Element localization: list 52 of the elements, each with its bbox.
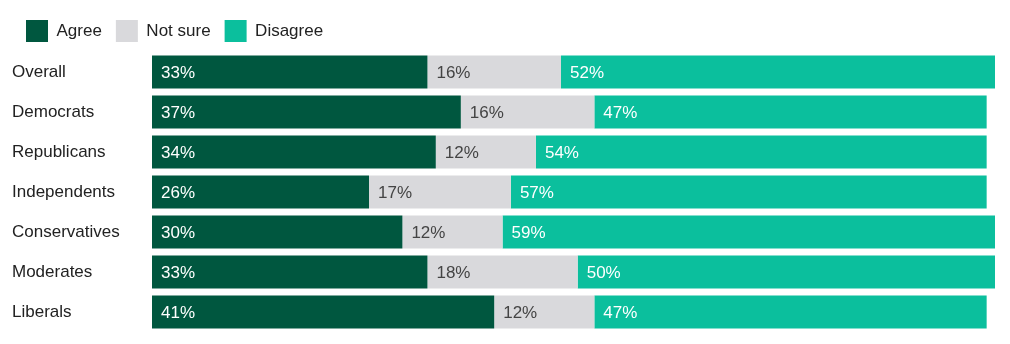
y-tick-label: Republicans bbox=[12, 141, 106, 161]
data-label: 34% bbox=[161, 142, 196, 162]
data-label: 12% bbox=[503, 302, 538, 322]
data-label: 57% bbox=[519, 182, 554, 202]
bar bbox=[427, 55, 561, 89]
bar bbox=[369, 175, 511, 209]
bar bbox=[152, 175, 370, 209]
legend-label: Agree bbox=[56, 20, 102, 40]
bar bbox=[594, 95, 987, 129]
bar bbox=[152, 215, 403, 249]
bar bbox=[494, 295, 595, 329]
data-label: 47% bbox=[603, 102, 638, 122]
bar bbox=[152, 255, 428, 289]
bar bbox=[435, 135, 536, 169]
bar bbox=[152, 95, 461, 129]
legend-label: Not sure bbox=[146, 20, 211, 40]
bar bbox=[560, 55, 995, 89]
bar bbox=[510, 175, 987, 209]
data-label: 59% bbox=[511, 222, 546, 242]
data-label: 41% bbox=[161, 302, 196, 322]
data-label: 12% bbox=[444, 142, 479, 162]
data-label: 50% bbox=[586, 262, 621, 282]
y-tick-label: Conservatives bbox=[12, 221, 120, 241]
y-tick-label: Overall bbox=[12, 61, 66, 81]
data-label: 17% bbox=[378, 182, 413, 202]
y-tick-label: Democrats bbox=[12, 101, 95, 121]
data-label: 33% bbox=[161, 262, 196, 282]
bar bbox=[460, 95, 595, 129]
bar bbox=[535, 135, 987, 169]
data-label: 16% bbox=[436, 62, 471, 82]
data-label: 30% bbox=[161, 222, 196, 242]
data-label: 52% bbox=[569, 62, 605, 82]
bar bbox=[152, 55, 428, 89]
bar bbox=[577, 255, 995, 289]
bar bbox=[427, 255, 578, 289]
bar bbox=[502, 215, 995, 249]
bar bbox=[594, 295, 987, 329]
bar bbox=[402, 215, 503, 249]
data-label: 18% bbox=[436, 262, 471, 282]
bar bbox=[152, 295, 495, 329]
data-label: 26% bbox=[161, 182, 196, 202]
y-tick-label: Moderates bbox=[12, 261, 93, 281]
bar bbox=[152, 135, 436, 169]
y-tick-label: Liberals bbox=[12, 301, 72, 321]
data-label: 33% bbox=[161, 62, 196, 82]
legend-label: Disagree bbox=[255, 20, 324, 40]
data-label: 47% bbox=[603, 302, 638, 322]
data-label: 54% bbox=[544, 142, 579, 162]
data-label: 37% bbox=[161, 102, 196, 122]
data-label: 12% bbox=[411, 222, 446, 242]
y-tick-label: Independents bbox=[12, 181, 116, 201]
data-label: 16% bbox=[469, 102, 504, 122]
